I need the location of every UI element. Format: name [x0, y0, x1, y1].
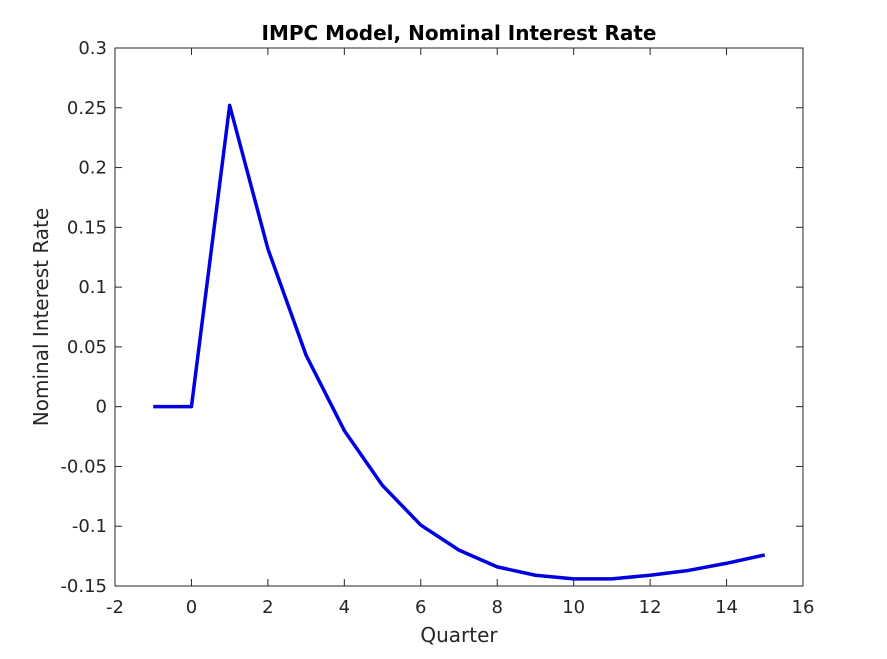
x-tick-label: 10: [562, 597, 585, 618]
x-tick-label: 14: [715, 597, 738, 618]
plot-area: [115, 48, 803, 586]
x-tick-label: -2: [106, 597, 124, 618]
y-tick-label: 0.15: [67, 217, 107, 238]
x-tick-label: 0: [186, 597, 197, 618]
x-tick-label: 12: [639, 597, 662, 618]
y-tick-label: 0.3: [78, 38, 107, 59]
y-tick-label: -0.05: [60, 456, 107, 477]
x-tick-label: 4: [339, 597, 350, 618]
x-tick-label: 2: [262, 597, 273, 618]
y-tick-label: 0.1: [78, 277, 107, 298]
x-tick-label: 8: [491, 597, 502, 618]
y-tick-label: 0.05: [67, 337, 107, 358]
x-tick-label: 16: [792, 597, 815, 618]
x-tick-label: 6: [415, 597, 426, 618]
x-axis-label: Quarter: [420, 623, 498, 647]
y-tick-label: -0.15: [60, 576, 107, 597]
y-tick-label: 0: [96, 397, 107, 418]
chart-title: IMPC Model, Nominal Interest Rate: [262, 21, 657, 45]
y-tick-label: 0.2: [78, 158, 107, 179]
y-tick-label: -0.1: [72, 516, 107, 537]
y-axis-label: Nominal Interest Rate: [29, 208, 53, 426]
y-tick-label: 0.25: [67, 98, 107, 119]
